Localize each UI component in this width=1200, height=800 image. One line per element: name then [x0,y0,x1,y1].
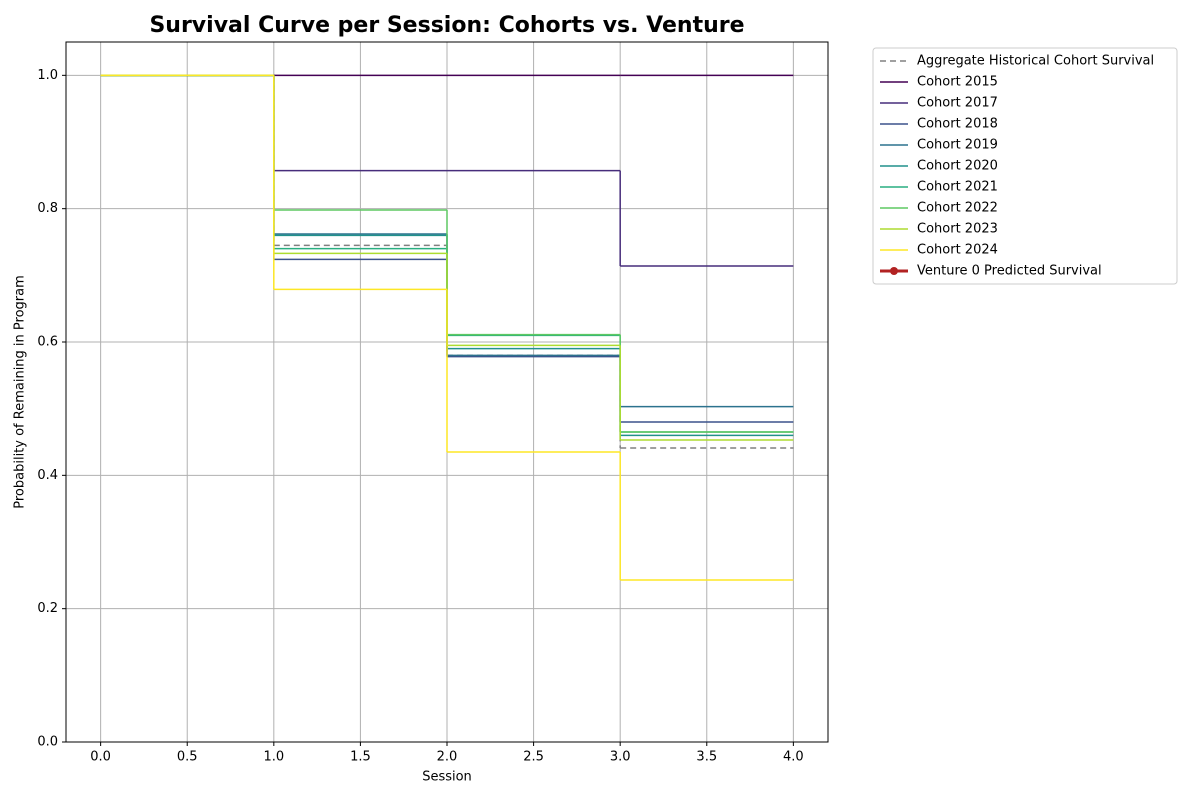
y-tick-label: 1.0 [37,68,58,83]
y-tick-label: 0.6 [37,335,58,350]
x-tick-label: 2.0 [437,750,458,765]
series-line [100,74,794,581]
plot-frame [65,41,829,743]
legend-label: Cohort 2024 [917,243,998,258]
legend-label: Aggregate Historical Cohort Survival [917,54,1154,69]
x-tick-label: 3.5 [696,750,717,765]
y-tick-label: 0.4 [37,468,58,483]
legend-label: Cohort 2023 [917,222,998,237]
x-axis-label: Session [422,770,472,785]
legend-label: Cohort 2022 [917,201,998,216]
x-tick-label: 1.0 [263,750,284,765]
legend-label: Cohort 2019 [917,138,998,153]
x-tick-label: 4.0 [783,750,804,765]
legend-label: Cohort 2021 [917,180,998,195]
y-tick-label: 0.2 [37,601,58,616]
legend-label: Cohort 2017 [917,96,998,111]
chart-title: Survival Curve per Session: Cohorts vs. … [149,13,744,38]
y-tick-label: 0.0 [37,735,58,750]
legend-marker [890,267,898,275]
y-tick-label: 0.8 [37,201,58,216]
legend-box [872,47,1178,285]
x-tick-label: 2.5 [523,750,544,765]
x-tick-label: 0.5 [177,750,198,765]
x-tick-label: 0.0 [90,750,111,765]
x-tick-label: 1.5 [350,750,371,765]
legend-label: Cohort 2015 [917,75,998,90]
legend-label: Cohort 2018 [917,117,998,132]
y-axis-label: Probability of Remaining in Program [13,275,28,509]
x-tick-label: 3.0 [610,750,631,765]
legend-label: Venture 0 Predicted Survival [917,264,1102,279]
legend-label: Cohort 2020 [917,159,998,174]
